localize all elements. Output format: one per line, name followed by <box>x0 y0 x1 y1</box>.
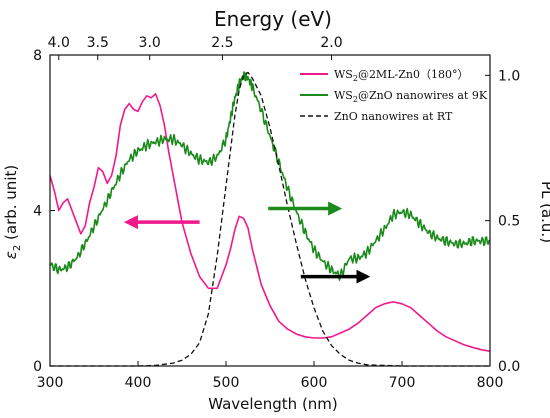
top-tick-label: 3.5 <box>87 35 109 51</box>
x-tick-label: 400 <box>125 375 152 391</box>
left-axis-title-sub: 2 <box>12 245 23 251</box>
series-line-2 <box>50 71 490 367</box>
x-axis-title: Wavelength (nm) <box>208 395 338 413</box>
y-right-tick-label: 0.5 <box>498 214 520 230</box>
right-axis-title: PL (a.u.) <box>538 181 550 243</box>
legend-label-ws2-zn0-sub: 2 <box>353 74 358 83</box>
y-right-tick-label: 0.0 <box>498 359 520 375</box>
series-line-1 <box>49 71 491 281</box>
x-tick-label: 500 <box>213 375 240 391</box>
legend: WS2@2ML-Zn0（180°） WS2@ZnO nanowires at 9… <box>300 68 488 123</box>
x-tick-label: 300 <box>37 375 64 391</box>
legend-label-zno-rt: ZnO nanowires at RT <box>334 110 453 123</box>
legend-label-ws2-zno-9k-sub: 2 <box>353 95 358 104</box>
peak-label: 426 nm <box>133 0 179 3</box>
axis-layer: 300 400 500 600 700 800 0 4 8 0.0 0.5 1.0 4.0 3.5 3.0 2… <box>33 35 520 391</box>
top-tick-label: 4.0 <box>48 35 70 51</box>
x-tick-label: 800 <box>477 375 504 391</box>
left-axis-title-unit: (arb. unit) <box>2 165 20 245</box>
top-tick-label: 2.5 <box>211 35 233 51</box>
y-left-tick-label: 0 <box>33 359 42 375</box>
legend-label-ws2-zn0-post: @2ML-Zn0（180°） <box>358 68 469 81</box>
top-tick-label: 3.0 <box>139 35 161 51</box>
legend-label-ws2-zn0-pre: WS <box>334 68 353 81</box>
left-axis-title: ε2 (arb. unit) <box>2 165 23 259</box>
legend-label-ws2-zno-9k-pre: WS <box>334 89 353 102</box>
legend-label-ws2-zn0: WS2@2ML-Zn0（180°） <box>334 68 468 83</box>
series-line-0 <box>49 93 491 352</box>
y-right-tick-label: 1.0 <box>498 68 520 84</box>
x-tick-label: 700 <box>389 375 416 391</box>
peak-label: 516 nm <box>217 0 263 3</box>
top-axis-title: Energy (eV) <box>214 7 332 31</box>
series-layer <box>49 71 491 367</box>
peak-label: 688 nm <box>375 0 421 3</box>
left-axis-title-symbol: ε <box>2 251 20 259</box>
peak-label: 522 nm <box>225 0 271 3</box>
annotation-layer: 420 nm 522 nm 426 nm 516 nm 688 nm689 nm <box>123 0 421 284</box>
x-tick-label: 600 <box>301 375 328 391</box>
legend-label-ws2-zno-9k: WS2@ZnO nanowires at 9K <box>334 89 488 104</box>
y-left-tick-label: 8 <box>33 48 42 64</box>
legend-label-ws2-zno-9k-post: @ZnO nanowires at 9K <box>358 89 488 102</box>
top-tick-label: 2.0 <box>320 35 342 51</box>
y-left-tick-label: 4 <box>33 204 42 220</box>
peak-label: 689 nm <box>375 0 421 3</box>
peak-label: 420 nm <box>131 0 177 3</box>
